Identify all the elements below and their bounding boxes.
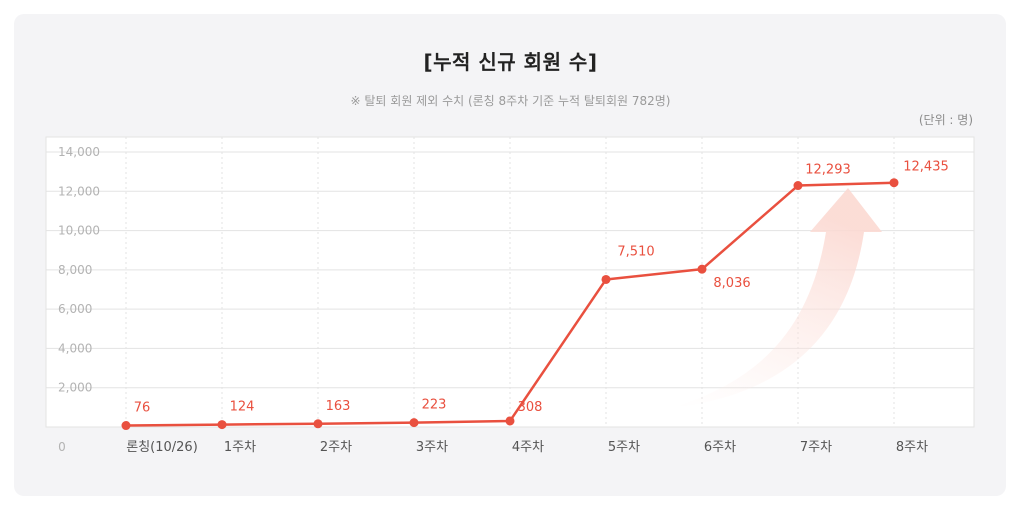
data-point <box>313 419 323 429</box>
x-tick-label: 1주차 <box>224 440 256 455</box>
data-label: 124 <box>230 400 255 415</box>
data-label: 223 <box>422 398 447 413</box>
x-tick-label: 4주차 <box>512 440 544 455</box>
y-tick-label: 2,000 <box>58 381 92 395</box>
y-tick-label: 0 <box>58 440 66 454</box>
data-label: 12,435 <box>903 160 949 175</box>
data-label: 308 <box>518 400 543 415</box>
y-tick-label: 8,000 <box>58 263 92 277</box>
x-tick-label: 2주차 <box>320 440 352 455</box>
y-tick-label: 10,000 <box>58 224 100 238</box>
chart-subtitle: ※ 탈퇴 회원 제외 수치 (론칭 8주차 기준 누적 탈퇴회원 782명) <box>350 94 671 108</box>
data-label: 163 <box>326 399 351 414</box>
x-tick-label: 5주차 <box>608 440 640 455</box>
chart-title: [누적 신규 회원 수] <box>423 50 598 74</box>
data-label: 12,293 <box>805 163 851 178</box>
data-point <box>889 178 899 188</box>
y-tick-label: 4,000 <box>58 341 92 355</box>
data-point <box>217 420 227 430</box>
unit-label: (단위 : 명) <box>918 113 973 127</box>
data-point <box>409 418 419 428</box>
data-point <box>697 264 707 274</box>
data-point <box>601 274 611 284</box>
y-tick-label: 14,000 <box>58 145 100 159</box>
y-tick-label: 6,000 <box>58 302 92 316</box>
data-point <box>121 421 131 431</box>
x-tick-label: 8주차 <box>896 440 928 455</box>
data-label: 7,510 <box>617 244 654 259</box>
growth-arrow-decoration <box>672 188 882 408</box>
x-tick-label: 6주차 <box>704 440 736 455</box>
x-tick-label: 론칭(10/26) <box>126 440 198 455</box>
data-label: 8,036 <box>713 276 750 291</box>
data-point <box>793 181 803 191</box>
data-point <box>505 416 515 426</box>
x-tick-label: 7주차 <box>800 440 832 455</box>
data-label: 76 <box>134 401 151 416</box>
x-tick-label: 3주차 <box>416 440 448 455</box>
y-tick-label: 12,000 <box>58 184 100 198</box>
